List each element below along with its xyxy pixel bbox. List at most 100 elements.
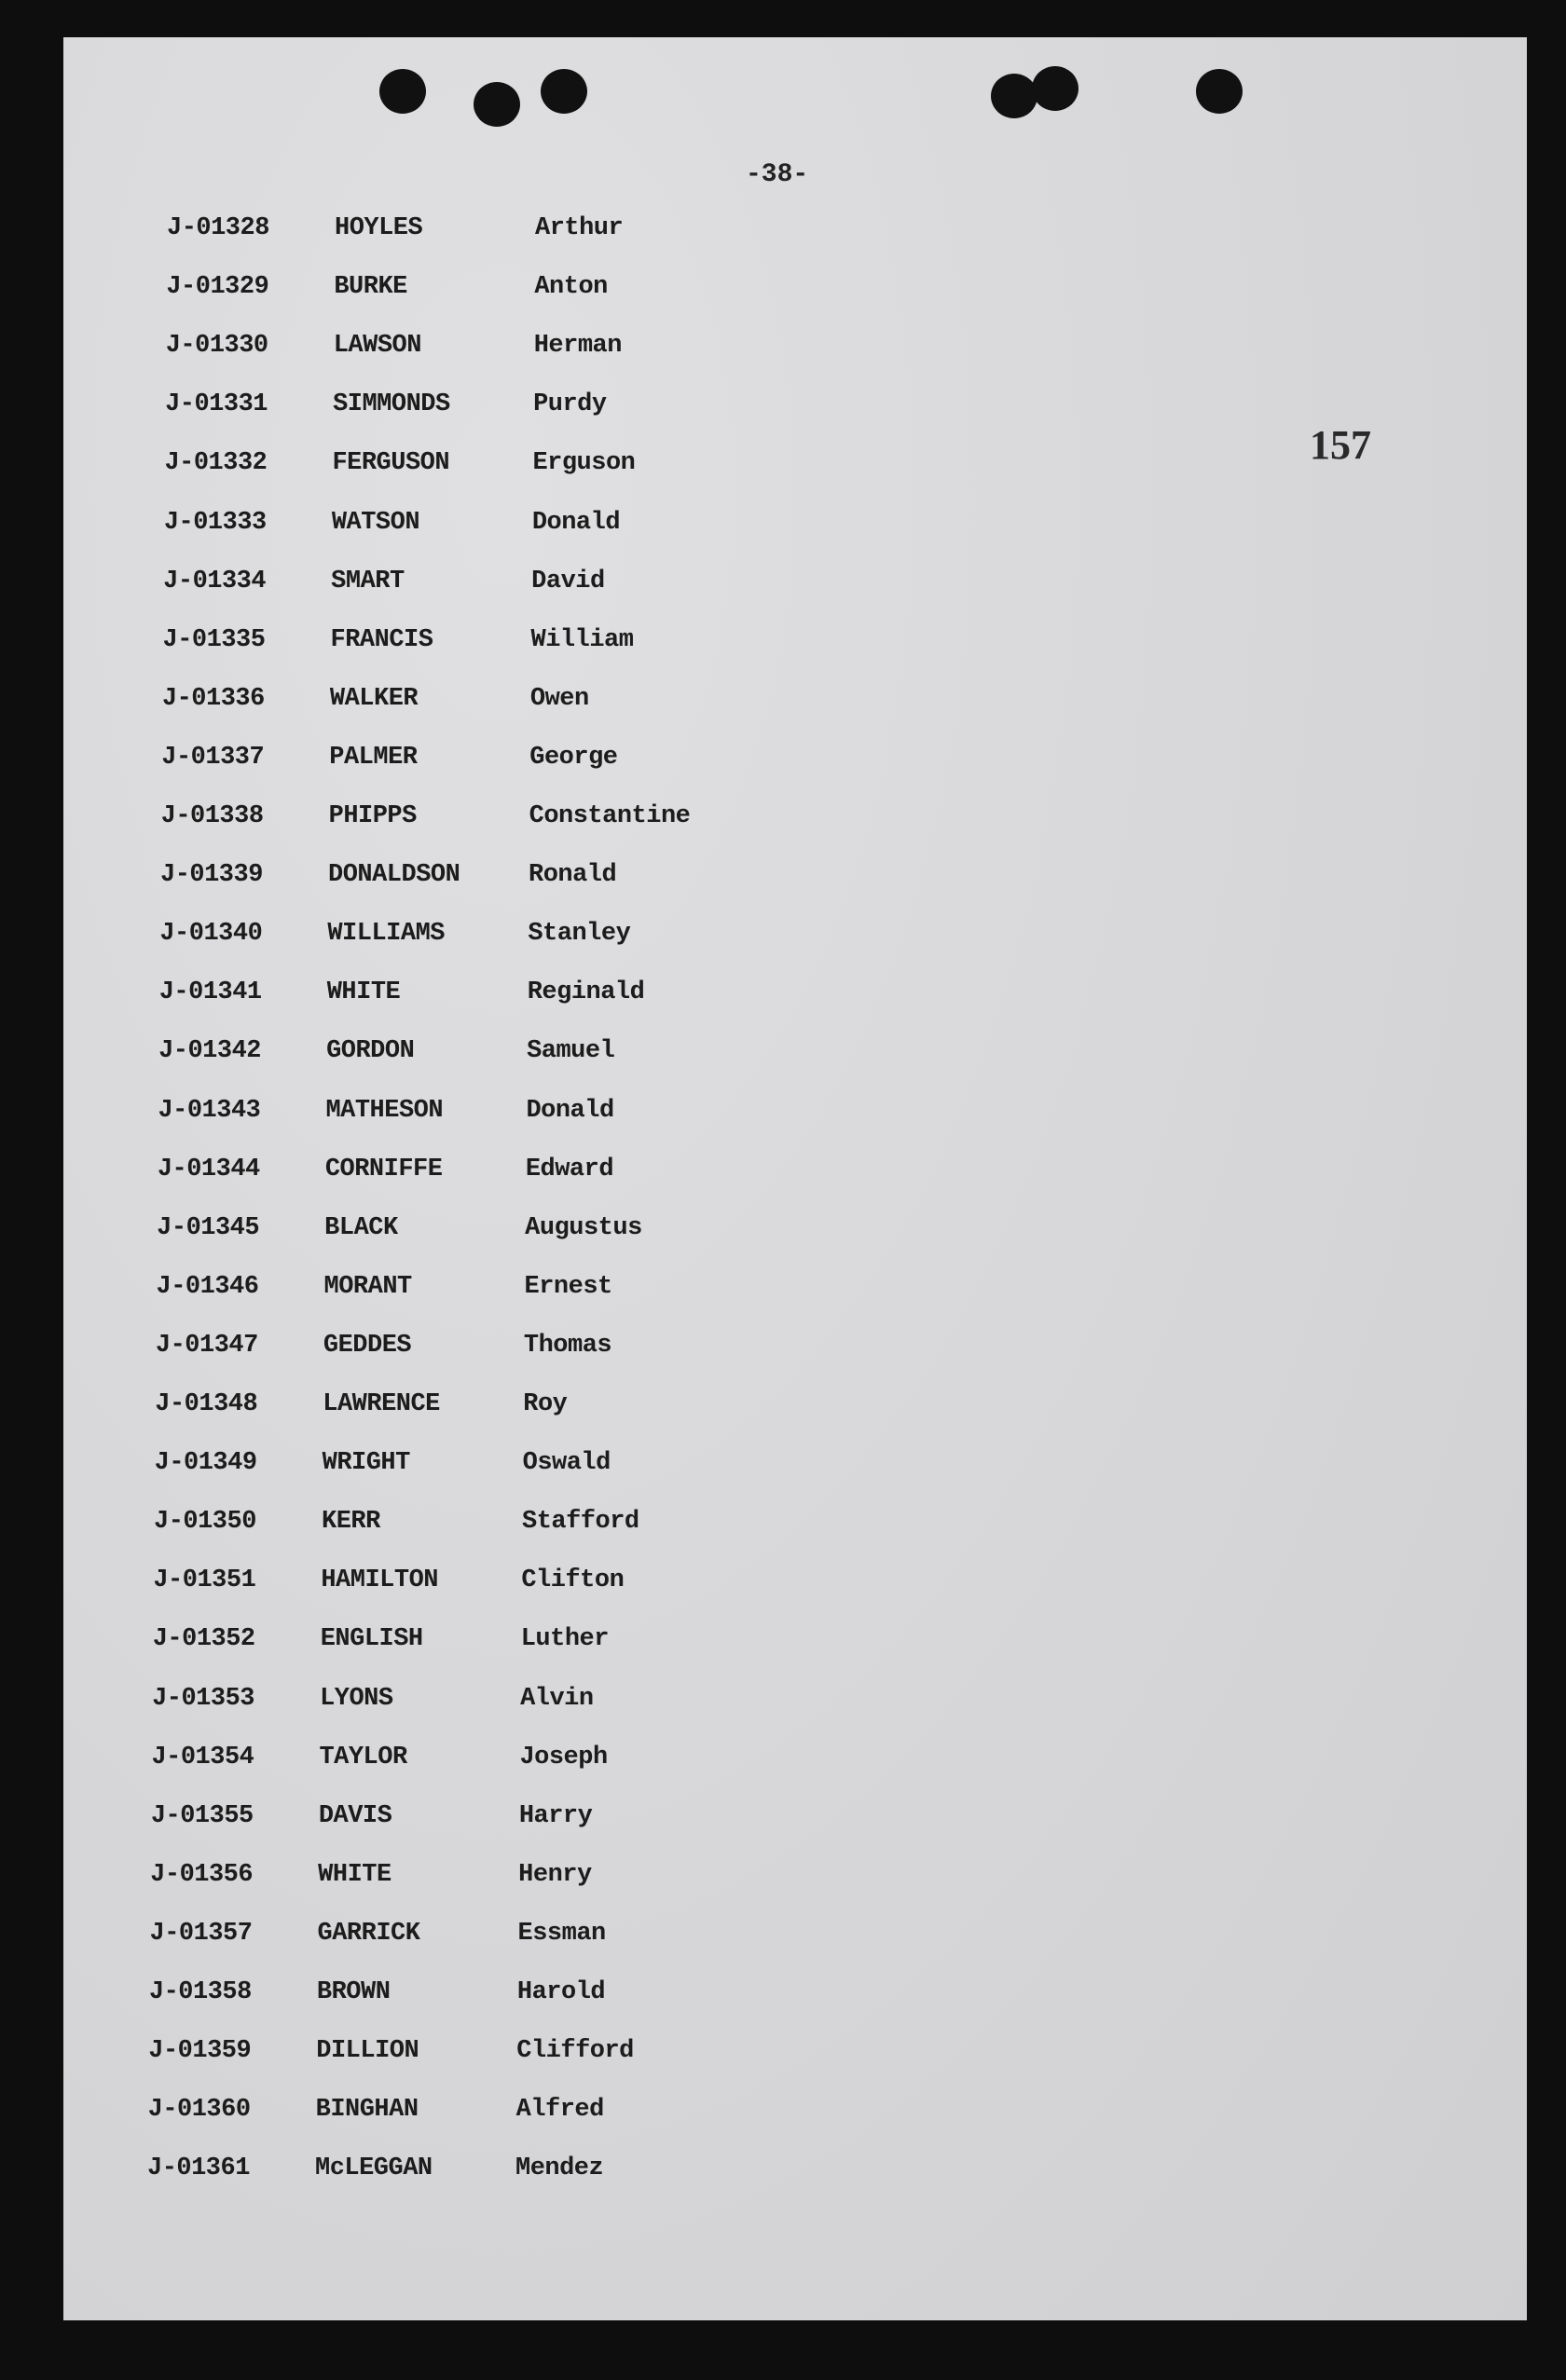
record-given: David — [531, 567, 605, 595]
record-id: J-01360 — [147, 2096, 251, 2125]
record-given: Herman — [533, 332, 623, 361]
punch-hole — [474, 82, 520, 127]
record-id: J-01345 — [157, 1213, 260, 1242]
punch-hole — [379, 69, 426, 114]
record-id: J-01328 — [167, 214, 269, 242]
punch-hole — [1032, 66, 1078, 111]
record-given: Constantine — [529, 802, 691, 830]
record-given: Arthur — [535, 214, 624, 242]
record-id: J-01346 — [156, 1272, 259, 1301]
record-given: Ronald — [529, 861, 617, 890]
record-surname: HAMILTON — [321, 1566, 438, 1595]
record-id: J-01330 — [165, 332, 268, 361]
record-given: Donald — [526, 1096, 614, 1125]
record-id: J-01334 — [163, 567, 267, 595]
record-surname: WHITE — [326, 978, 401, 1007]
record-id: J-01352 — [152, 1625, 255, 1654]
record-id: J-01343 — [158, 1096, 261, 1125]
record-surname: LAWSON — [333, 332, 422, 361]
record-surname: DONALDSON — [328, 861, 460, 890]
record-given: Stafford — [522, 1508, 639, 1537]
record-given: Purdy — [533, 390, 607, 419]
record-id: J-01336 — [161, 684, 265, 713]
record-given: Essman — [517, 1919, 607, 1948]
record-id: J-01337 — [161, 743, 265, 772]
record-surname: WHITE — [318, 1860, 392, 1889]
record-surname: GARRICK — [317, 1919, 420, 1948]
record-surname: WALKER — [329, 684, 419, 713]
record-given: Oswald — [522, 1449, 611, 1478]
record-surname: CORNIFFE — [324, 1155, 443, 1183]
record-id: J-01338 — [160, 802, 264, 830]
record-given: Clifton — [521, 1566, 625, 1595]
record-given: Donald — [531, 508, 621, 537]
record-id: J-01348 — [155, 1390, 258, 1418]
record-surname: BINGHAN — [315, 2096, 419, 2125]
record-surname: HOYLES — [335, 214, 423, 242]
record-id: J-01339 — [160, 861, 263, 890]
record-surname: TAYLOR — [319, 1743, 407, 1771]
record-id: J-01333 — [163, 508, 267, 537]
punch-hole — [1196, 69, 1243, 114]
record-surname: MATHESON — [325, 1096, 444, 1125]
record-given: Henry — [518, 1860, 592, 1889]
record-given: Luther — [520, 1625, 610, 1654]
record-id: J-01341 — [158, 978, 262, 1007]
record-id: J-01340 — [159, 920, 263, 949]
record-surname: BURKE — [334, 273, 407, 302]
record-surname: BLACK — [324, 1213, 398, 1242]
record-given: Clifford — [516, 2037, 634, 2066]
record-given: George — [529, 743, 618, 772]
record-given: Mendez — [515, 2154, 604, 2183]
record-id: J-01329 — [166, 273, 269, 302]
record-id: J-01347 — [155, 1331, 258, 1360]
record-id: J-01332 — [164, 449, 268, 478]
record-id: J-01358 — [148, 1978, 252, 2006]
record-surname: LAWRENCE — [323, 1390, 440, 1418]
record-id: J-01357 — [149, 1919, 253, 1948]
record-given: Harry — [518, 1801, 593, 1830]
punch-hole — [991, 74, 1037, 118]
record-surname: WATSON — [331, 508, 420, 537]
record-surname: GEDDES — [323, 1331, 412, 1360]
record-given: Stanley — [528, 920, 631, 949]
record-surname: BROWN — [316, 1978, 391, 2006]
record-surname: PHIPPS — [328, 802, 418, 830]
record-given: Erguson — [532, 449, 636, 478]
record-id: J-01351 — [153, 1566, 256, 1595]
record-id: J-01361 — [147, 2154, 250, 2183]
record-surname: ENGLISH — [320, 1625, 423, 1654]
record-id: J-01342 — [158, 1037, 261, 1066]
record-surname: FRANCIS — [330, 625, 433, 654]
record-surname: FERGUSON — [332, 449, 450, 478]
record-given: Joseph — [519, 1743, 608, 1771]
record-surname: KERR — [322, 1508, 380, 1537]
record-id: J-01353 — [152, 1684, 254, 1713]
record-surname: MORANT — [323, 1272, 413, 1301]
record-surname: DAVIS — [318, 1801, 392, 1830]
page-number: -38- — [746, 160, 809, 189]
record-surname: LYONS — [320, 1684, 393, 1713]
record-id: J-01349 — [154, 1449, 257, 1478]
record-surname: DILLION — [316, 2037, 419, 2066]
record-id: J-01359 — [148, 2037, 252, 2066]
record-given: Anton — [534, 273, 608, 302]
record-id: J-01350 — [154, 1508, 256, 1537]
record-surname: GORDON — [326, 1037, 415, 1066]
record-given: Owen — [529, 684, 589, 713]
record-given: Alvin — [520, 1684, 594, 1713]
record-given: Reginald — [527, 978, 645, 1007]
record-given: Ernest — [524, 1272, 613, 1301]
record-surname: SIMMONDS — [333, 390, 450, 419]
record-surname: WILLIAMS — [327, 920, 445, 949]
record-given: Edward — [525, 1155, 614, 1183]
record-given: William — [530, 625, 634, 654]
record-id: J-01344 — [157, 1155, 260, 1183]
record-id: J-01331 — [165, 390, 268, 419]
record-surname: McLEGGAN — [315, 2154, 433, 2183]
record-given: Roy — [523, 1390, 568, 1418]
record-given: Harold — [516, 1978, 606, 2006]
record-given: Alfred — [515, 2096, 605, 2125]
record-given: Samuel — [527, 1037, 615, 1066]
record-id: J-01356 — [150, 1860, 254, 1889]
